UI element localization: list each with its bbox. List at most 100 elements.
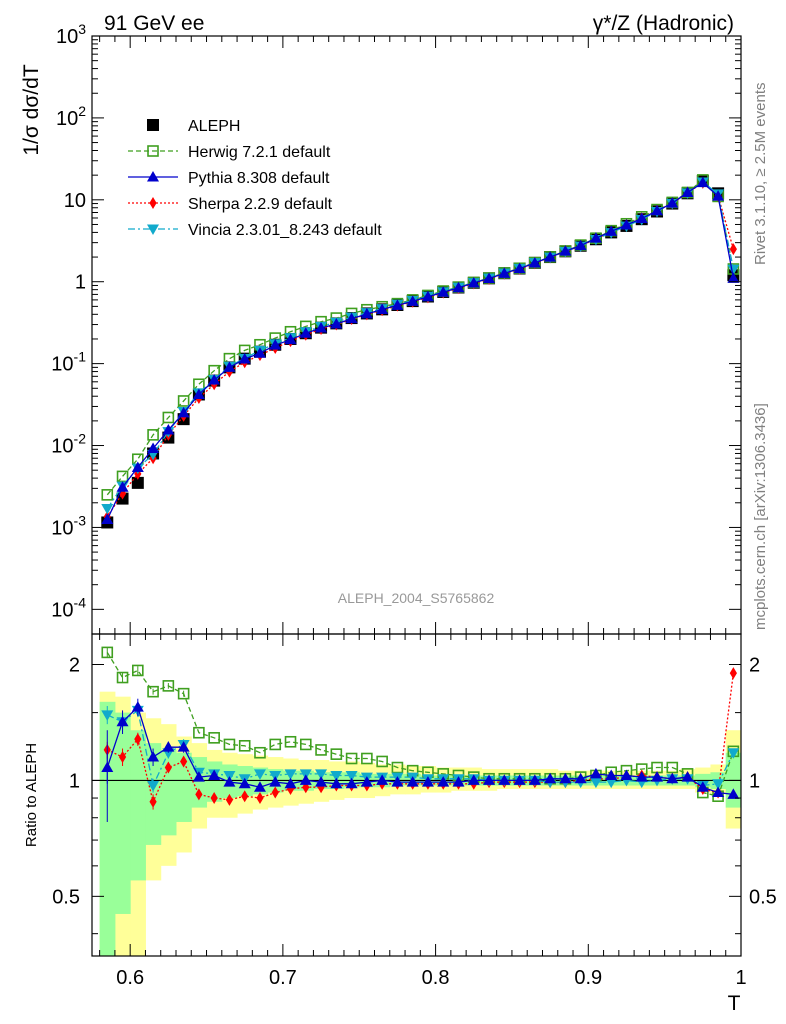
- ratio-point-herwig: [391, 761, 404, 774]
- ratio-point-pythia: [483, 774, 496, 785]
- main-y-axis-label: 1/σ dσ/dT: [20, 64, 43, 155]
- ratio-point-vincia: [101, 710, 114, 721]
- rivet-label: Rivet 3.1.10, ≥ 2.5M events: [752, 83, 769, 266]
- ratio-band-inner: [130, 730, 146, 881]
- main-y-tick-label: 1: [75, 272, 86, 294]
- main-point-pythia: [269, 339, 282, 350]
- ratio-point-pythia: [406, 776, 419, 787]
- legend-label-herwig: Herwig 7.2.1 default: [188, 144, 331, 161]
- main-point-vincia: [727, 264, 740, 276]
- ratio-point-herwig: [254, 746, 266, 759]
- x-tick-label: 0.9: [574, 967, 602, 989]
- ratio-point-pythia: [208, 769, 221, 780]
- ratio-point-sherpa: [149, 795, 157, 808]
- main-axes: 10-4 10-3 10-2 10-1 1 10 102 103: [51, 21, 742, 635]
- main-point-pythia: [681, 186, 694, 197]
- ratio-point-vincia: [315, 769, 328, 780]
- ratio-line-herwig: [106, 652, 735, 797]
- ratio-point-herwig: [376, 755, 388, 768]
- ratio-band-inner: [99, 701, 116, 956]
- ratio-point-pythia: [666, 772, 679, 784]
- main-point-pythia: [101, 513, 114, 524]
- legend-marker-aleph: [147, 119, 159, 131]
- ratio-axes: 0.5 0.5 1 1 2 2 0.6 0.7 0.8 0.9 1: [52, 633, 777, 989]
- ratio-point-pythia: [544, 772, 557, 784]
- main-point-pythia: [467, 276, 480, 288]
- ratio-point-pythia: [391, 776, 404, 787]
- main-point-aleph: [131, 476, 144, 489]
- ratio-point-sherpa: [118, 751, 127, 764]
- x-tick-label: 0.7: [269, 967, 297, 989]
- ratio-point-sherpa: [225, 793, 234, 806]
- legend-label-aleph: ALEPH: [188, 118, 240, 135]
- legend-label-pythia: Pythia 8.308 default: [188, 170, 330, 187]
- ratio-point-sherpa: [195, 788, 203, 801]
- main-point-pythia: [605, 225, 618, 236]
- ratio-point-herwig: [299, 738, 312, 751]
- main-y-tick-label: 10-1: [51, 349, 86, 376]
- main-point-pythia: [421, 290, 434, 302]
- ratio-point-pythia: [269, 776, 282, 787]
- main-line-herwig: [106, 179, 735, 496]
- main-point-pythia: [498, 267, 511, 278]
- ratio-point-herwig: [345, 752, 358, 765]
- ratio-point-vincia: [605, 777, 618, 789]
- main-series-pythia: [101, 176, 740, 524]
- header-right: γ*/Z (Hadronic): [593, 12, 734, 35]
- ratio-point-herwig: [361, 752, 373, 765]
- ratio-point-pythia: [192, 771, 205, 782]
- ratio-point-pythia: [376, 774, 389, 785]
- ratio-point-pythia: [360, 776, 373, 787]
- ratio-point-pythia: [681, 771, 694, 782]
- ratio-point-pythia: [223, 776, 236, 787]
- ratio-point-herwig: [330, 748, 343, 760]
- main-panel: 10-4 10-3 10-2 10-1 1 10 102 103 1/σ dσ/dT ALEP…: [20, 21, 742, 635]
- main-point-pythia: [345, 312, 358, 324]
- main-point-pythia: [131, 461, 144, 472]
- main-point-pythia: [284, 333, 297, 345]
- main-point-pythia: [559, 245, 572, 256]
- ratio-y-tick-label: 2: [69, 654, 80, 676]
- main-point-pythia: [192, 388, 205, 399]
- main-point-pythia: [147, 442, 160, 453]
- main-point-pythia: [376, 303, 389, 314]
- ratio-point-pythia: [589, 767, 602, 779]
- main-point-pythia: [330, 317, 343, 329]
- ratio-y-tick-label-right: 1: [749, 770, 760, 792]
- main-point-pythia: [437, 286, 450, 297]
- ratio-point-herwig: [284, 735, 297, 748]
- main-point-herwig: [147, 429, 159, 441]
- ratio-y-tick-label-right: 0.5: [749, 886, 777, 908]
- ratio-point-pythia: [345, 777, 358, 789]
- ratio-point-pythia: [635, 771, 648, 782]
- ratio-point-pythia: [620, 769, 633, 780]
- main-point-pythia: [483, 272, 496, 283]
- ratio-point-herwig: [666, 761, 679, 774]
- ratio-point-pythia: [238, 777, 251, 789]
- ratio-point-sherpa: [164, 761, 172, 774]
- ratio-point-sherpa: [210, 792, 218, 805]
- ratio-point-vincia: [284, 769, 297, 780]
- main-point-pythia: [208, 374, 221, 385]
- ratio-point-vincia: [330, 770, 343, 782]
- ratio-point-vincia: [147, 781, 160, 792]
- header-left: 91 GeV ee: [104, 12, 204, 35]
- ratio-panel: 0.5 0.5 1 1 2 2 0.6 0.7 0.8 0.9 1 Ratio to ALEPH T: [23, 633, 777, 1015]
- ratio-point-herwig: [208, 732, 220, 744]
- main-point-pythia: [223, 361, 236, 372]
- main-point-pythia: [360, 307, 373, 319]
- main-point-pythia: [651, 204, 664, 216]
- main-point-pythia: [727, 272, 740, 283]
- main-point-pythia: [162, 423, 175, 435]
- main-y-tick-label: 103: [56, 21, 86, 48]
- ratio-point-pythia: [299, 774, 312, 785]
- ratio-point-vincia: [345, 770, 358, 782]
- main-point-pythia: [253, 347, 266, 358]
- main-point-pythia: [391, 299, 404, 310]
- ratio-point-pythia: [712, 786, 725, 798]
- main-point-pythia: [635, 212, 648, 223]
- main-point-sherpa: [729, 243, 737, 256]
- main-point-pythia: [452, 281, 465, 293]
- x-axis-label: T: [728, 992, 741, 1015]
